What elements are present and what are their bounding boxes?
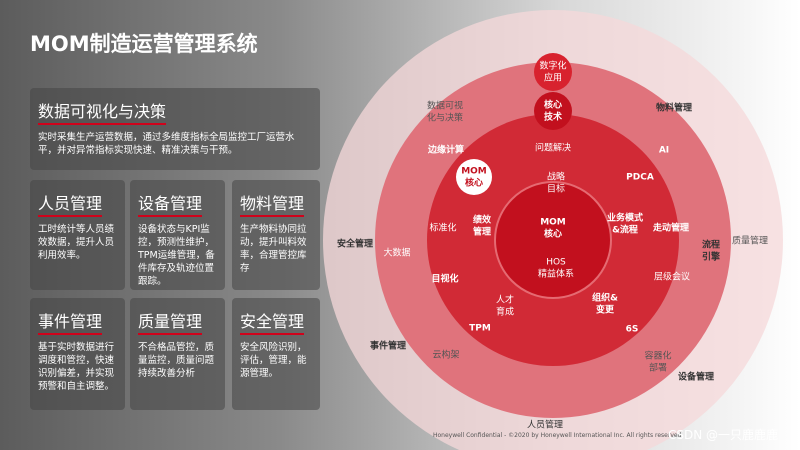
diagram-label: TPM	[469, 324, 491, 334]
diagram-label: 目视化	[431, 273, 458, 285]
diagram-label: 目标	[547, 183, 565, 195]
diagram-label: 数字化	[539, 60, 566, 72]
diagram-label: AI	[659, 146, 669, 156]
title: MOM制造运营管理系统	[30, 32, 258, 56]
diagram-label: HOS	[546, 258, 566, 268]
diagram-label: PDCA	[626, 173, 654, 183]
diagram-label: 核心	[465, 177, 483, 189]
diagram-label: 走动管理	[652, 222, 689, 234]
panel-title: 事件管理	[38, 308, 103, 335]
panel-title: 数据可视化与决策	[38, 98, 167, 125]
core	[494, 181, 612, 299]
diagram-label: 层级会议	[654, 271, 690, 283]
mom-circle	[456, 159, 492, 195]
panel-title: 质量管理	[138, 308, 203, 335]
diagram-label: 变更	[596, 304, 615, 316]
diagram-label: 技术	[544, 111, 562, 123]
diagram-label: 人才	[496, 294, 514, 306]
diagram-label: 流程	[702, 239, 720, 251]
panel-title: 设备管理	[138, 190, 203, 217]
diagram-label: 安全管理	[337, 238, 373, 250]
diagram-label: 容器化	[644, 350, 671, 362]
diagram-label: 云构架	[432, 349, 459, 361]
panel-title: 物料管理	[240, 190, 305, 217]
diagram-label: 核心	[544, 228, 562, 240]
diagram-label: 应用	[544, 72, 562, 84]
panel-text: 生产物料协同拉动，提升叫料效率，合理管控库存	[240, 224, 307, 274]
panel-text: 基于实时数据进行调度和管控，快速识别偏差，并实现预警和自主调整。	[38, 342, 115, 392]
diagram-label: 物料管理	[656, 102, 692, 114]
diagram-label: 设备管理	[678, 371, 714, 383]
panel: 事件管理基于实时数据进行调度和管控，快速识别偏差，并实现预警和自主调整。	[30, 298, 125, 410]
diagram-label: MOM	[461, 167, 487, 177]
panel-text: 设备状态与KPI监控，预测性维护，TPM运维管理，备件库存及轨迹位置跟踪。	[138, 224, 215, 287]
diagram-label: 部署	[649, 362, 667, 374]
diagram-label: 战略	[547, 171, 565, 183]
diagram-label: &流程	[612, 224, 638, 236]
panel: 人员管理工时统计等人员绩效数据，提升人员利用效率。	[30, 180, 125, 290]
diagram-label: 引擎	[702, 251, 720, 263]
diagram-label: 标准化	[429, 222, 456, 234]
diagram-label: 业务模式	[607, 212, 643, 224]
diagram-label: 化与决策	[427, 112, 463, 124]
diagram-label: 大数据	[383, 247, 410, 259]
top-circle	[534, 53, 572, 91]
panel: 安全管理安全风险识别，评估，管理，能源管理。	[232, 298, 320, 410]
panel-title: 人员管理	[38, 190, 103, 217]
diagram-label: 核心	[544, 99, 562, 111]
panel: 数据可视化与决策实时采集生产运营数据，通过多维度指标全局监控工厂运营水平，并对异…	[30, 88, 320, 170]
diagram-label: 6S	[626, 325, 639, 335]
watermark: CSDN @一只鹿鹿鹿	[668, 428, 779, 442]
diagram-label: MOM	[540, 218, 566, 228]
panel: 设备管理设备状态与KPI监控，预测性维护，TPM运维管理，备件库存及轨迹位置跟踪…	[130, 180, 225, 290]
diagram-label: 管理	[473, 226, 491, 238]
panel-text: 安全风险识别，评估，管理，能源管理。	[240, 342, 307, 379]
panel-text: 不合格品管控，质量监控，质量问题持续改善分析	[138, 342, 215, 379]
diagram-label: 质量管理	[732, 235, 768, 247]
panel: 物料管理生产物料协同拉动，提升叫料效率，合理管控库存	[232, 180, 320, 290]
panel: 质量管理不合格品管控，质量监控，质量问题持续改善分析	[130, 298, 225, 410]
panel-title: 安全管理	[240, 308, 305, 335]
diagram-label: 组织&	[592, 292, 618, 304]
panel-text: 实时采集生产运营数据，通过多维度指标全局监控工厂运营水平，并对异常指标实现快速、…	[38, 132, 295, 156]
diagram-label: 绩效	[473, 214, 492, 226]
diagram-label: 边缘计算	[427, 144, 464, 156]
diagram-label: 问题解决	[535, 142, 571, 154]
diagram-label: 人员管理	[527, 419, 563, 431]
diagram-label: 育成	[496, 306, 514, 318]
panel-text: 工时统计等人员绩效数据，提升人员利用效率。	[38, 224, 115, 261]
top-circle	[534, 92, 572, 130]
diagram-label: 事件管理	[370, 340, 406, 352]
diagram-label: 精益体系	[538, 268, 574, 280]
diagram-label: 数据可视	[427, 100, 463, 112]
footer: Honeywell Confidential - ©2020 by Honeyw…	[433, 432, 684, 439]
